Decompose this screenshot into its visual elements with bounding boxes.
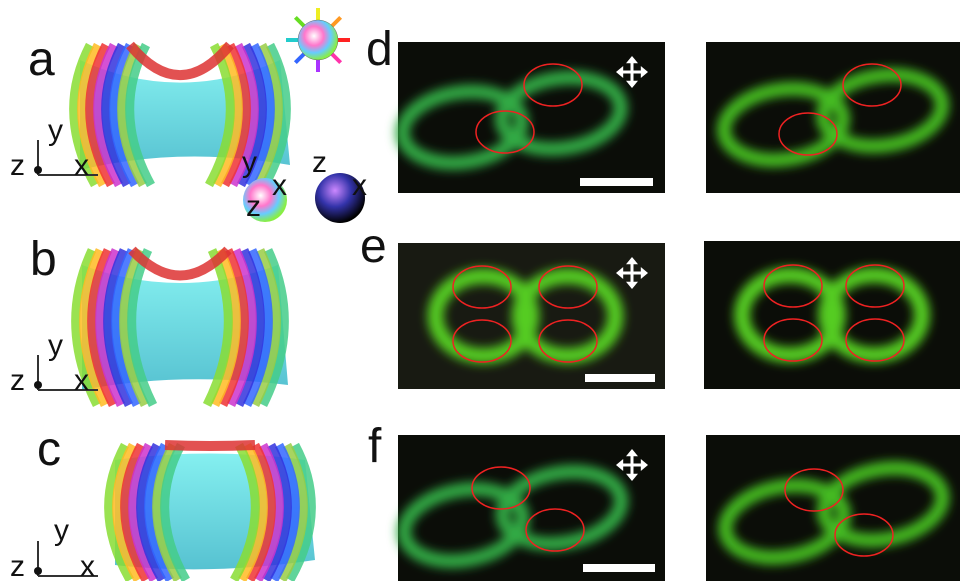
axis-label: y (48, 329, 63, 362)
axis-label: y (242, 146, 257, 179)
axis-label: x (352, 169, 367, 202)
axis-label: z (10, 149, 25, 182)
axis-label: y (54, 514, 69, 547)
panel-label: e (360, 220, 387, 273)
axis-origin (34, 166, 42, 174)
axis-label: z (246, 190, 261, 223)
axis-label: x (80, 550, 95, 581)
axis-label: x (74, 149, 89, 182)
decorations (34, 8, 960, 581)
axis-label: z (10, 364, 25, 397)
panel-label: b (30, 233, 57, 286)
panel-label: a (28, 33, 55, 86)
panel-label: d (366, 23, 393, 76)
axis-label: z (10, 550, 25, 581)
color-wheel (298, 20, 338, 60)
axis-label: z (312, 146, 327, 179)
axis-label: x (272, 169, 287, 202)
axis-label: x (74, 364, 89, 397)
micrograph (706, 42, 960, 193)
axis-origin (34, 567, 42, 575)
figure: a b c d e f z y x z y x z y x y x z z x (0, 0, 960, 581)
axis-origin (34, 381, 42, 389)
panel-label: c (37, 423, 61, 476)
panel-label: f (368, 420, 382, 473)
axis-label: y (48, 114, 63, 147)
ribbon (165, 445, 255, 446)
